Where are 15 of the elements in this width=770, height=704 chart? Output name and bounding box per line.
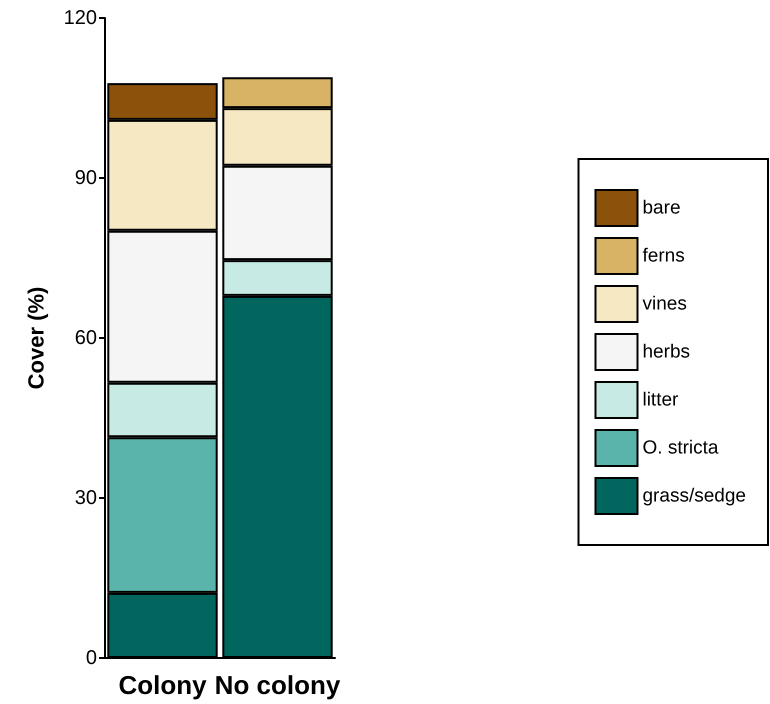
y-tick-label: 0: [86, 647, 97, 669]
y-tick-label: 90: [74, 167, 97, 189]
y-tick-label: 120: [64, 7, 97, 29]
legend-label: litter: [642, 390, 680, 410]
legend-label: bare: [642, 198, 681, 218]
y-tick-label: 60: [74, 327, 97, 349]
legend-label: vines: [642, 294, 687, 314]
x-tick-label: No colony: [214, 670, 341, 700]
x-tick-label: Colony: [118, 670, 208, 700]
legend-label: O. stricta: [642, 438, 719, 458]
legend-label: ferns: [642, 246, 685, 266]
legend-label: herbs: [642, 342, 690, 362]
y-axis-title: Cover (%): [24, 286, 48, 390]
legend-label: grass/sedge: [642, 486, 746, 506]
y-tick-label: 30: [74, 487, 97, 509]
